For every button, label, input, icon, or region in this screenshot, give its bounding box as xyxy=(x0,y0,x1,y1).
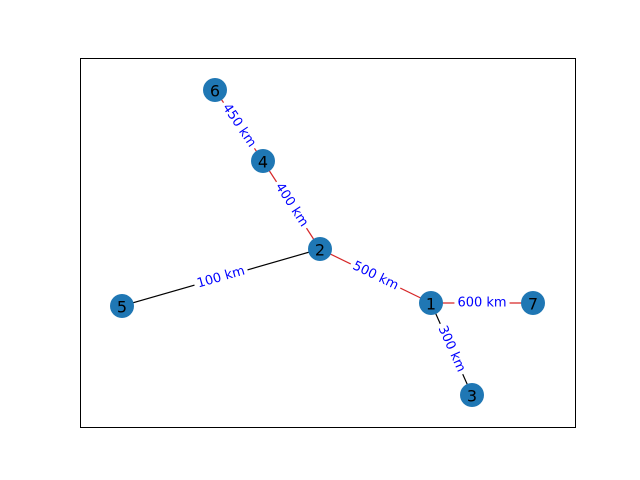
node-2: 2 xyxy=(308,237,332,261)
edge-label-background xyxy=(192,262,250,293)
node-label: 4 xyxy=(258,153,268,172)
node-circle xyxy=(419,291,443,315)
edge-label-group-1-7: 600 km xyxy=(454,295,510,311)
node-label: 3 xyxy=(467,387,477,406)
nodes-layer: 6 4 2 5 1 7 3 xyxy=(110,78,545,407)
node-label: 1 xyxy=(426,295,436,314)
node-7: 7 xyxy=(521,291,545,315)
node-3: 3 xyxy=(460,383,484,407)
node-6: 6 xyxy=(203,78,227,102)
node-circle xyxy=(203,78,227,102)
node-label: 6 xyxy=(210,82,220,101)
edge-label: 600 km xyxy=(457,296,506,311)
node-label: 2 xyxy=(315,241,325,260)
edge-label-background xyxy=(347,256,404,296)
node-label: 7 xyxy=(528,295,538,314)
node-5: 5 xyxy=(110,294,134,318)
node-circle xyxy=(251,149,275,173)
node-circle xyxy=(521,291,545,315)
node-1: 1 xyxy=(419,291,443,315)
edge-label-background xyxy=(432,320,471,378)
edge-label-background xyxy=(269,177,314,233)
edge-label-background xyxy=(454,295,510,311)
node-circle xyxy=(110,294,134,318)
edge-label-background xyxy=(216,98,262,153)
node-4: 4 xyxy=(251,149,275,173)
node-circle xyxy=(460,383,484,407)
axes-frame xyxy=(80,58,576,428)
node-label: 5 xyxy=(117,298,127,317)
node-circle xyxy=(308,237,332,261)
